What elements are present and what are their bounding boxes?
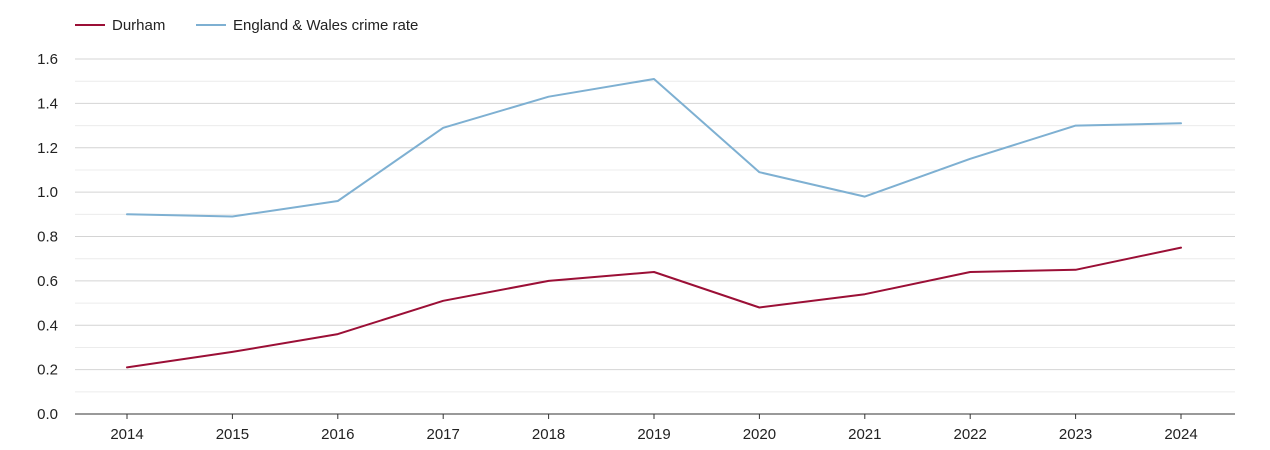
chart-legend: Durham England & Wales crime rate	[75, 17, 418, 34]
x-tick-label: 2015	[216, 426, 249, 443]
x-tick-label: 2023	[1059, 426, 1092, 443]
series-line-durham[interactable]	[126, 246, 1182, 369]
y-tick-label: 0.2	[37, 362, 58, 379]
x-tick-label: 2019	[637, 426, 670, 443]
x-tick-label: 2017	[427, 426, 460, 443]
x-tick-label: 2022	[954, 426, 987, 443]
y-axis-ticks: 0.0 0.2 0.4 0.6 0.8 1.0 1.2 1.4 1.6	[37, 51, 58, 423]
legend-label-durham: Durham	[112, 17, 165, 34]
series-line-england-wales[interactable]	[126, 78, 1182, 218]
legend-item-durham[interactable]: Durham	[75, 17, 165, 34]
y-tick-label: 0.8	[37, 229, 58, 246]
y-tick-label: 0.6	[37, 273, 58, 290]
y-tick-label: 1.2	[37, 140, 58, 157]
x-tick-label: 2018	[532, 426, 565, 443]
y-tick-label: 1.0	[37, 184, 58, 201]
x-tick-label: 2020	[743, 426, 776, 443]
x-tick-label: 2021	[848, 426, 881, 443]
x-axis-ticks: 2014 2015 2016 2017 2018 2019 2020 2021 2022 2023…	[110, 414, 1198, 443]
legend-item-england-wales[interactable]: England & Wales crime rate	[196, 17, 418, 34]
x-tick-label: 2024	[1164, 426, 1197, 443]
series-lines	[126, 78, 1182, 369]
y-tick-label: 0.4	[37, 317, 58, 334]
legend-label-england-wales: England & Wales crime rate	[233, 17, 418, 34]
x-tick-label: 2016	[321, 426, 354, 443]
y-tick-label: 0.0	[37, 406, 58, 423]
x-tick-label: 2014	[110, 426, 143, 443]
grid-lines	[75, 58, 1235, 393]
y-tick-label: 1.6	[37, 51, 58, 68]
y-tick-label: 1.4	[37, 95, 58, 112]
